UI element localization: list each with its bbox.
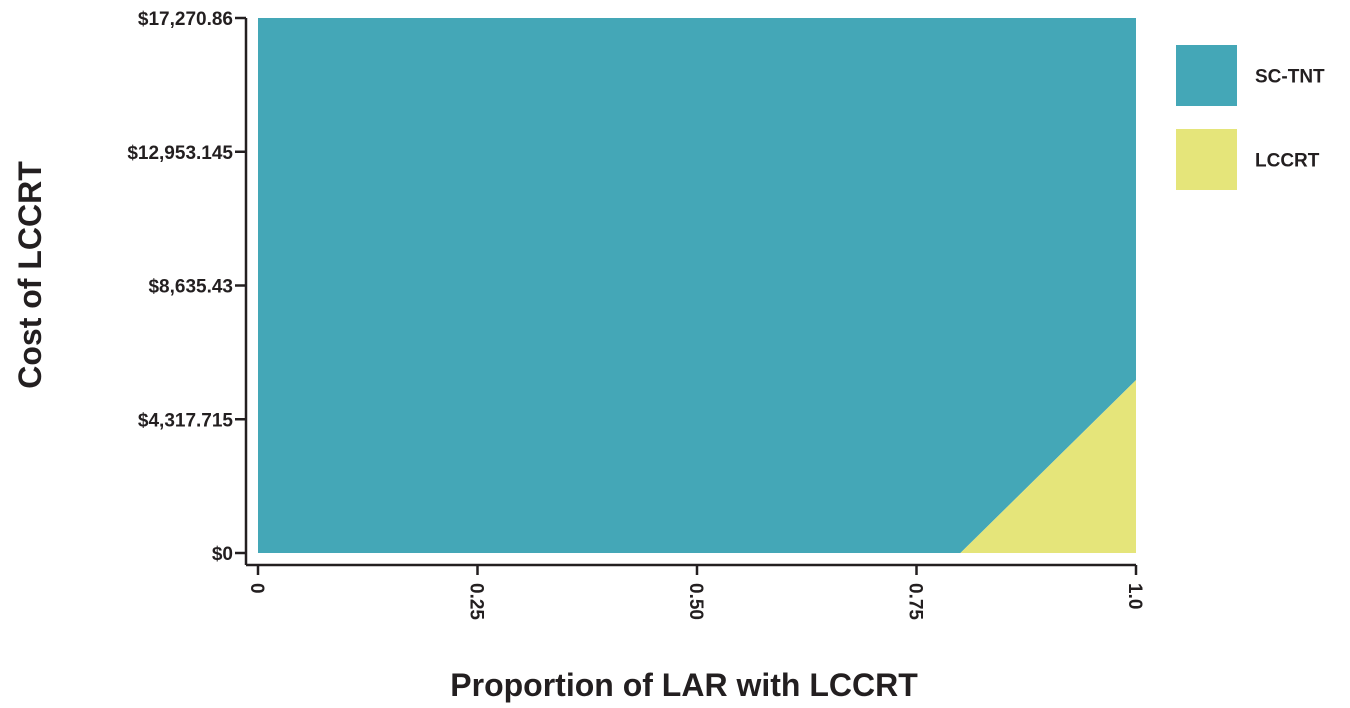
axes-layer: [235, 16, 1138, 575]
y-tick-label: $4,317.715: [138, 410, 234, 431]
x-tick-label: 0: [246, 583, 267, 594]
x-axis-title: Proportion of LAR with LCCRT: [450, 667, 918, 703]
y-tick-label: $8,635.43: [148, 277, 233, 298]
y-axis-title: Cost of LCCRT: [12, 161, 48, 389]
regions-layer: [258, 18, 1136, 553]
x-tick-label: 0.50: [685, 583, 706, 620]
x-tick-label: 0.75: [905, 583, 926, 620]
legend-label: SC-TNT: [1255, 67, 1325, 88]
y-tick-label: $12,953.145: [127, 143, 233, 164]
y-tick-label: $0: [212, 544, 233, 565]
legend: SC-TNT LCCRT: [1176, 45, 1325, 190]
legend-swatch: [1176, 45, 1237, 106]
labels-layer: $0 $4,317.715 $8,635.43 $12,953.145 $17,270.…: [12, 9, 1145, 703]
legend-swatch: [1176, 129, 1237, 190]
x-tick-label: 1.0: [1124, 583, 1145, 609]
legend-label: LCCRT: [1255, 151, 1320, 172]
region-lccrt: [960, 380, 1136, 553]
region-sc-tnt: [258, 18, 1136, 553]
x-tick-label: 0.25: [466, 583, 487, 620]
y-tick-label: $17,270.86: [138, 9, 233, 30]
